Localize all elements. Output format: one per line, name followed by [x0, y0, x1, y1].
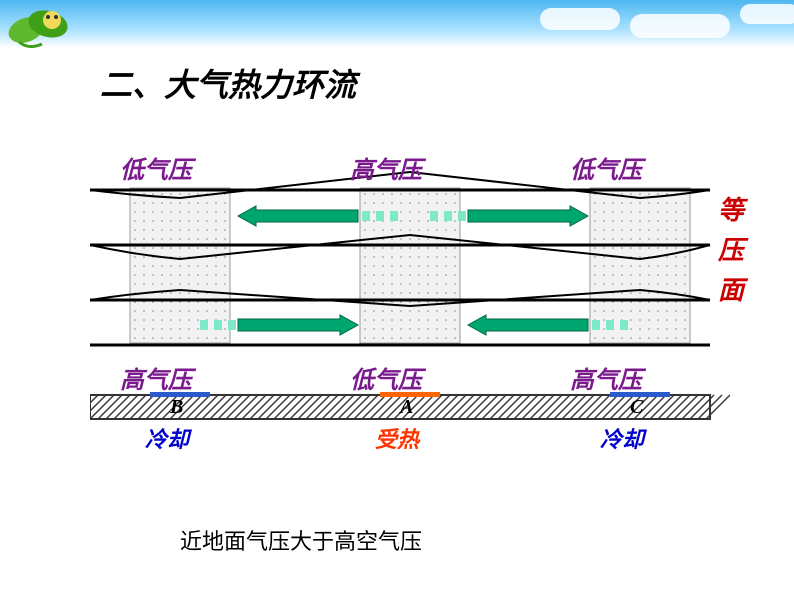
summary-text: 近地面气压大于高空气压 [180, 524, 422, 556]
side-label-2: 压 [718, 230, 744, 267]
side-label-1: 等 [718, 190, 744, 227]
top-label-center: 高气压 [350, 150, 422, 185]
surface-label-right: 高气压 [570, 360, 642, 395]
state-label-right: 冷却 [600, 422, 644, 454]
point-label-b: B [170, 396, 183, 419]
surface-label-left: 高气压 [120, 360, 192, 395]
top-label-right: 低气压 [570, 150, 642, 185]
cloud-shape [630, 14, 730, 38]
state-label-left: 冷却 [145, 422, 189, 454]
sky-background [0, 0, 794, 48]
point-label-a: A [400, 396, 413, 419]
surface-label-center: 低气压 [350, 360, 422, 395]
top-label-left: 低气压 [120, 150, 192, 185]
page-title: 二、大气热力环流 [100, 60, 356, 106]
cloud-shape [740, 4, 794, 24]
leaf-logo-icon [4, 2, 84, 52]
point-label-c: C [630, 396, 643, 419]
side-label-3: 面 [718, 270, 744, 307]
cloud-shape [540, 8, 620, 30]
circulation-diagram: 低气压 高气压 低气压 高气压 低气压 高气压 B A C 冷却 受热 冷却 等… [90, 150, 730, 500]
state-label-center: 受热 [375, 422, 419, 454]
